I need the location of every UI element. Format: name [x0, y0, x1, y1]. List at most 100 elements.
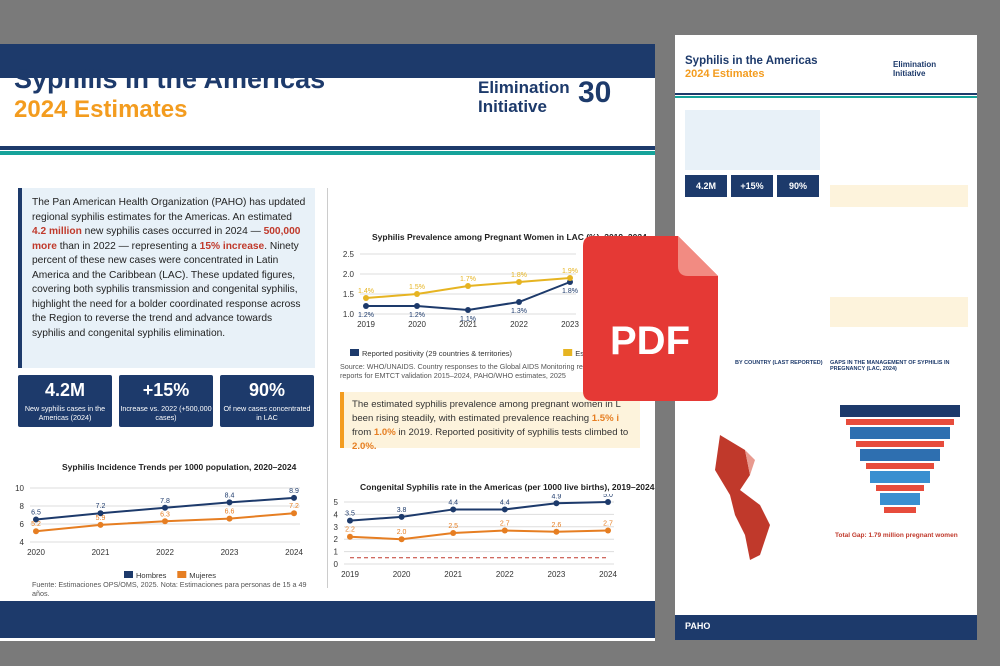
legend-label: Reported positivity (29 countries & terr… [362, 349, 513, 358]
callout-highlight: 2.0%. [352, 441, 377, 452]
data-label: 5.9 [96, 515, 106, 522]
preview-map [715, 435, 770, 560]
y-tick-label: 4 [20, 538, 25, 547]
y-tick-label: 4 [334, 510, 339, 519]
data-label: 4.4 [448, 499, 458, 506]
preview-callout [830, 185, 968, 207]
x-tick-label: 2020 [408, 320, 426, 329]
data-label: 3.5 [345, 511, 355, 518]
preview-subtitle: 2024 Estimates [685, 68, 765, 80]
x-tick-label: 2023 [561, 320, 579, 329]
preview-footer: PAHO [675, 615, 977, 640]
data-label: 7.2 [289, 503, 299, 510]
preview-funnel-heading: GAPS IN THE MANAGEMENT OF SYPHILIS IN PR… [830, 360, 950, 372]
x-tick-label: 2022 [496, 570, 514, 579]
data-point [97, 521, 104, 528]
legend-swatch [563, 349, 573, 356]
data-label: 1.9% [562, 268, 578, 275]
data-point [501, 527, 508, 534]
data-label: 4.9 [552, 494, 562, 500]
x-tick-label: 2023 [548, 570, 566, 579]
data-label: 8.4 [225, 492, 235, 499]
preview-divider [675, 93, 977, 95]
divider-teal [0, 151, 655, 155]
preview-divider [675, 96, 977, 98]
data-point [398, 536, 405, 543]
data-label: 3.8 [397, 507, 407, 514]
data-point [501, 506, 508, 513]
elimination-initiative-logo: Elimination Initiative [478, 78, 570, 116]
intro-box: The Pan American Health Organization (PA… [18, 188, 315, 368]
y-tick-label: 0 [334, 560, 339, 569]
infographic-preview-page: Syphilis in the Americas 2024 Estimates … [675, 35, 977, 640]
preview-funnel [840, 405, 960, 513]
callout-text: been rising steadily, with estimated pre… [352, 413, 592, 424]
callout-text: from [352, 427, 374, 438]
pdf-label: PDF [610, 319, 690, 363]
preview-stat: 90% [777, 175, 819, 197]
x-tick-label: 2022 [156, 548, 174, 557]
data-point [33, 516, 39, 523]
preview-intro [685, 110, 820, 170]
intro-text: new syphilis cases occurred in 2024 — [81, 226, 264, 237]
data-point [553, 500, 560, 507]
preview-callout [830, 297, 968, 327]
page-subtitle: 2024 Estimates [14, 96, 188, 123]
logo-30-mark: 30 [578, 76, 612, 109]
intro-text: . Ninety percent of these new cases were… [32, 240, 301, 339]
stat-label: Of new cases concentrated in LAC [223, 404, 311, 422]
intro-highlight: 15% increase [199, 240, 265, 252]
chart-source: Fuente: Estimaciones OPS/OMS, 2025. Nota… [32, 580, 307, 598]
data-point [450, 530, 457, 536]
data-point [605, 527, 611, 534]
x-tick-label: 2021 [444, 570, 462, 579]
data-point [414, 291, 420, 297]
data-point [516, 279, 522, 285]
column-divider [327, 188, 328, 588]
stat-label: New syphilis cases in the Americas (2024… [24, 404, 106, 422]
y-tick-label: 3 [334, 523, 339, 532]
y-tick-label: 1.5 [343, 290, 355, 299]
stat-value: 90% [248, 380, 286, 400]
chart-title: Syphilis Prevalence among Pregnant Women… [372, 232, 647, 242]
data-label: 1.3% [511, 308, 527, 315]
stat-card: 4.2M New syphilis cases in the Americas (… [18, 375, 112, 427]
data-point [226, 499, 233, 506]
data-label: 7.2 [96, 503, 106, 510]
data-label: 1.8% [562, 288, 578, 295]
x-tick-label: 2019 [341, 570, 359, 579]
y-tick-label: 1 [334, 548, 339, 557]
x-tick-label: 2020 [393, 570, 411, 579]
data-label: 1.5% [409, 284, 425, 291]
pdf-file-icon[interactable]: PDF [583, 236, 718, 401]
data-label: 2.2 [345, 527, 355, 534]
data-label: 2.7 [603, 521, 613, 528]
data-point [414, 303, 420, 309]
series-line [349, 529, 609, 541]
legend-swatch [124, 571, 133, 578]
data-point [605, 499, 611, 505]
data-point [226, 515, 233, 522]
bottom-banner [0, 601, 655, 638]
paho-logo: PAHO [685, 621, 711, 631]
data-label: 1.2% [358, 312, 374, 319]
x-tick-label: 2021 [459, 320, 477, 329]
y-tick-label: 6 [20, 520, 25, 529]
chart-title: Syphilis Incidence Trends per 1000 popul… [62, 462, 297, 472]
logo-line2: Initiative [478, 97, 547, 116]
preview-title: Syphilis in the Americas [685, 55, 818, 67]
data-label: 7.8 [160, 498, 170, 505]
callout-text: The estimated syphilis prevalence among … [352, 399, 621, 410]
y-tick-label: 2 [334, 535, 339, 544]
data-point [162, 518, 168, 525]
top-banner [0, 44, 655, 78]
data-point [398, 513, 405, 520]
callout-highlight: 1.0% [373, 427, 396, 438]
intro-text: The Pan American Health Organization (PA… [32, 197, 306, 223]
y-tick-label: 10 [15, 484, 24, 493]
data-label: 6.6 [225, 509, 235, 516]
preview-total-gap: Total Gap: 1.79 million pregnant women [835, 532, 958, 539]
data-point [450, 506, 457, 513]
